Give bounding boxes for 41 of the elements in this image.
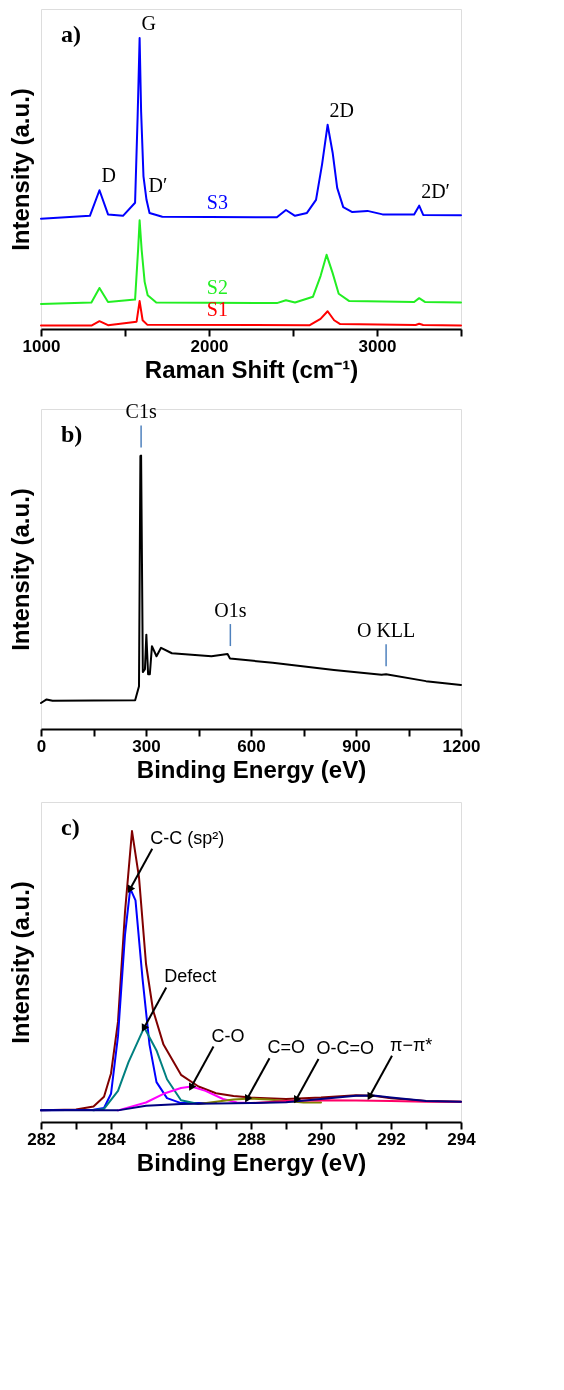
series-label: S1 [206, 297, 228, 320]
x-axis-title: Binding Energy (eV) [136, 1148, 367, 1176]
y-axis-title: Intensity (a.u.) [6, 488, 34, 651]
x-tick-label: 282 [27, 1129, 56, 1149]
annotation: Defect [164, 966, 217, 987]
x-axis-title: Raman Shift (cm⁻¹) [144, 355, 359, 383]
x-tick-label: 600 [237, 736, 266, 756]
annotation: O-C=O [316, 1038, 375, 1059]
series-label: S3 [206, 190, 228, 213]
x-tick-label: 2000 [190, 336, 229, 356]
y-axis-title: Intensity (a.u.) [6, 881, 34, 1044]
annotation: π−π* [390, 1034, 433, 1055]
series-label: S2 [206, 275, 228, 298]
annotation: C-C (sp²) [150, 827, 225, 848]
annotation: C-O [211, 1025, 245, 1046]
x-tick-label: 3000 [358, 336, 397, 356]
x-tick-label: 1000 [22, 336, 61, 356]
annotation: D′ [148, 173, 168, 196]
chart-title: a) [61, 21, 81, 47]
x-tick-label: 290 [307, 1129, 336, 1149]
annotation: O1s [214, 599, 247, 622]
annotation: C=O [267, 1037, 306, 1058]
annotation: G [141, 12, 157, 35]
annotation: O KLL [356, 619, 416, 642]
x-tick-label: 900 [342, 736, 371, 756]
chart-title: c) [61, 814, 80, 840]
x-tick-label: 284 [97, 1129, 127, 1149]
annotation: D [101, 164, 116, 187]
x-tick-label: 0 [36, 736, 47, 756]
x-tick-label: 300 [132, 736, 161, 756]
annotation: 2D [329, 98, 355, 121]
x-tick-label: 294 [447, 1129, 477, 1149]
annotation: C1s [125, 400, 157, 423]
x-tick-label: 1200 [442, 736, 481, 756]
x-axis-title: Binding Energy (eV) [136, 755, 367, 783]
x-tick-label: 288 [237, 1129, 266, 1149]
y-axis-title: Intensity (a.u.) [6, 88, 34, 251]
x-tick-label: 292 [377, 1129, 406, 1149]
annotation: 2D′ [421, 179, 450, 202]
chart-title: b) [61, 421, 83, 447]
x-tick-label: 286 [167, 1129, 196, 1149]
